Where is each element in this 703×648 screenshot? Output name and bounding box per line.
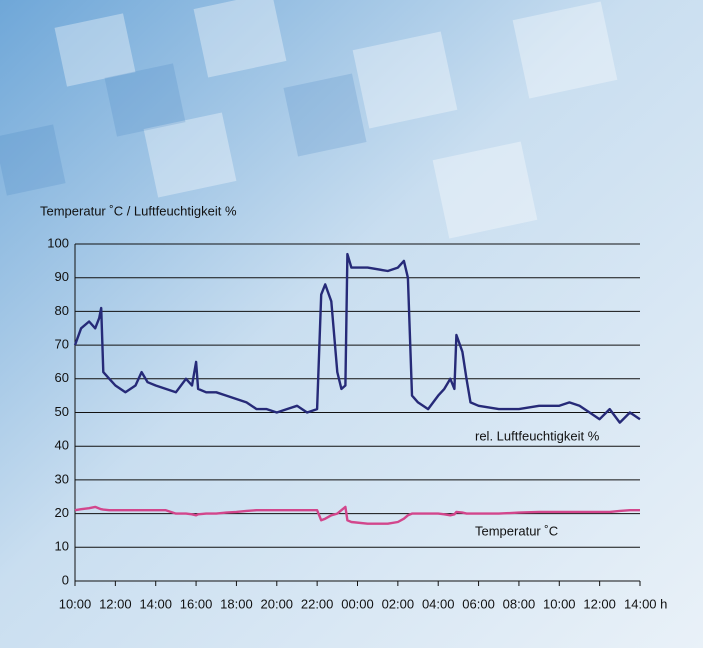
y-tick-label: 100 <box>47 235 69 250</box>
series-line <box>74 505 640 525</box>
y-tick-label: 30 <box>55 471 69 486</box>
x-tick-label: 08:00 <box>503 596 536 611</box>
x-tick-label: 22:00 <box>301 596 334 611</box>
y-tick-label: 50 <box>55 404 69 419</box>
plot-area: 0 10 20 30 40 50 60 70 80 90 100 10:00 12:00 14:00 16:… <box>47 235 667 611</box>
y-tick-label: 20 <box>55 505 69 520</box>
y-tick-label: 0 <box>62 572 69 587</box>
x-tick-label: 14:00 <box>139 596 172 611</box>
x-tick-label: 18:00 <box>220 596 253 611</box>
x-tick-label: 14:00 h <box>624 596 667 611</box>
series-line <box>73 252 641 424</box>
y-tick-label: 90 <box>55 269 69 284</box>
background-pattern <box>0 63 367 196</box>
x-tick-label: 10:00 <box>59 596 92 611</box>
y-tick-label: 80 <box>55 303 69 318</box>
x-tick-label: 06:00 <box>462 596 495 611</box>
series-label: Temperatur ˚C <box>475 523 558 538</box>
x-tick-label: 12:00 <box>583 596 616 611</box>
x-tick-label: 00:00 <box>341 596 374 611</box>
background-pattern <box>54 0 618 239</box>
x-tick-label: 20:00 <box>261 596 294 611</box>
x-tick-label: 02:00 <box>382 596 415 611</box>
y-tick-label: 40 <box>55 438 69 453</box>
y-tick-label: 10 <box>55 539 69 554</box>
x-tick-label: 04:00 <box>422 596 455 611</box>
series-label: rel. Luftfeuchtigkeit % <box>475 428 600 443</box>
x-tick-label: 16:00 <box>180 596 213 611</box>
x-tick-label: 12:00 <box>99 596 132 611</box>
y-tick-label: 60 <box>55 370 69 385</box>
x-tick-label: 10:00 <box>543 596 576 611</box>
y-tick-label: 70 <box>55 337 69 352</box>
y-axis-label: Temperatur ˚C / Luftfeuchtigkeit % <box>40 203 237 218</box>
